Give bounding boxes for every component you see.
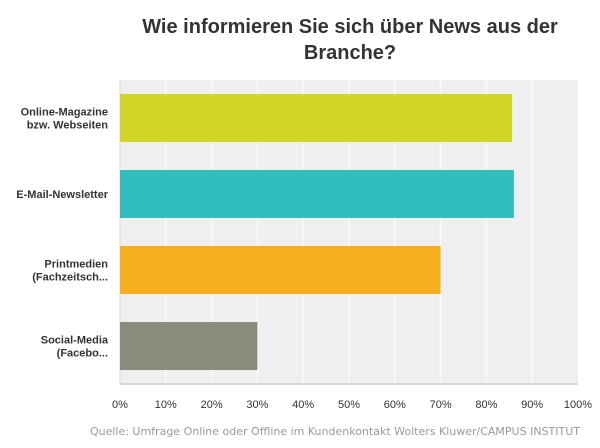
source-note: Quelle: Umfrage Online oder Offline im K…: [89, 425, 580, 438]
y-category-label: E-Mail-Newsletter: [16, 189, 108, 201]
bar: [120, 246, 441, 294]
y-category-label: Online-Magazine bzw. Webseiten: [21, 107, 109, 132]
bar: [120, 322, 258, 370]
x-tick-label: 40%: [292, 399, 314, 411]
x-tick-label: 80%: [475, 399, 497, 411]
x-tick-label: 90%: [521, 399, 543, 411]
bar: [120, 94, 513, 142]
bar: [120, 170, 514, 218]
x-tick-label: 20%: [201, 399, 223, 411]
x-tick-label: 30%: [246, 399, 268, 411]
x-tick-label: 0%: [112, 399, 128, 411]
x-tick-label: 50%: [338, 399, 360, 411]
chart-title: Wie informieren Sie sich über News aus d…: [142, 16, 558, 64]
x-tick-label: 70%: [430, 399, 452, 411]
x-tick-label: 100%: [564, 399, 592, 411]
y-category-label: Social-Media (Facebo...: [41, 335, 109, 360]
y-category-label: Printmedien (Fachzeitsch...: [32, 259, 108, 284]
x-tick-label: 60%: [384, 399, 406, 411]
x-tick-label: 10%: [155, 399, 177, 411]
